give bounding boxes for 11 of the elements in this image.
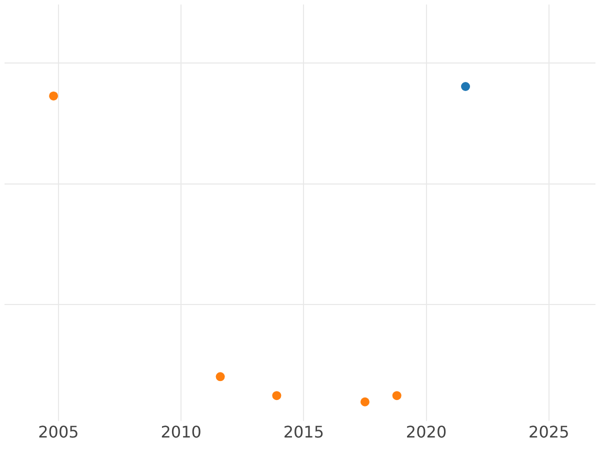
point	[360, 397, 370, 406]
point	[216, 372, 225, 382]
x-tick-label: 2005	[38, 422, 79, 442]
x-tick-label: 2020	[406, 422, 447, 442]
point	[49, 91, 58, 100]
point	[272, 391, 282, 400]
x-tick-label: 2010	[160, 422, 202, 442]
point	[392, 391, 402, 400]
x-tick-label: 2025	[528, 422, 570, 442]
x-tick-label: 2015	[283, 422, 324, 442]
point	[461, 82, 470, 91]
